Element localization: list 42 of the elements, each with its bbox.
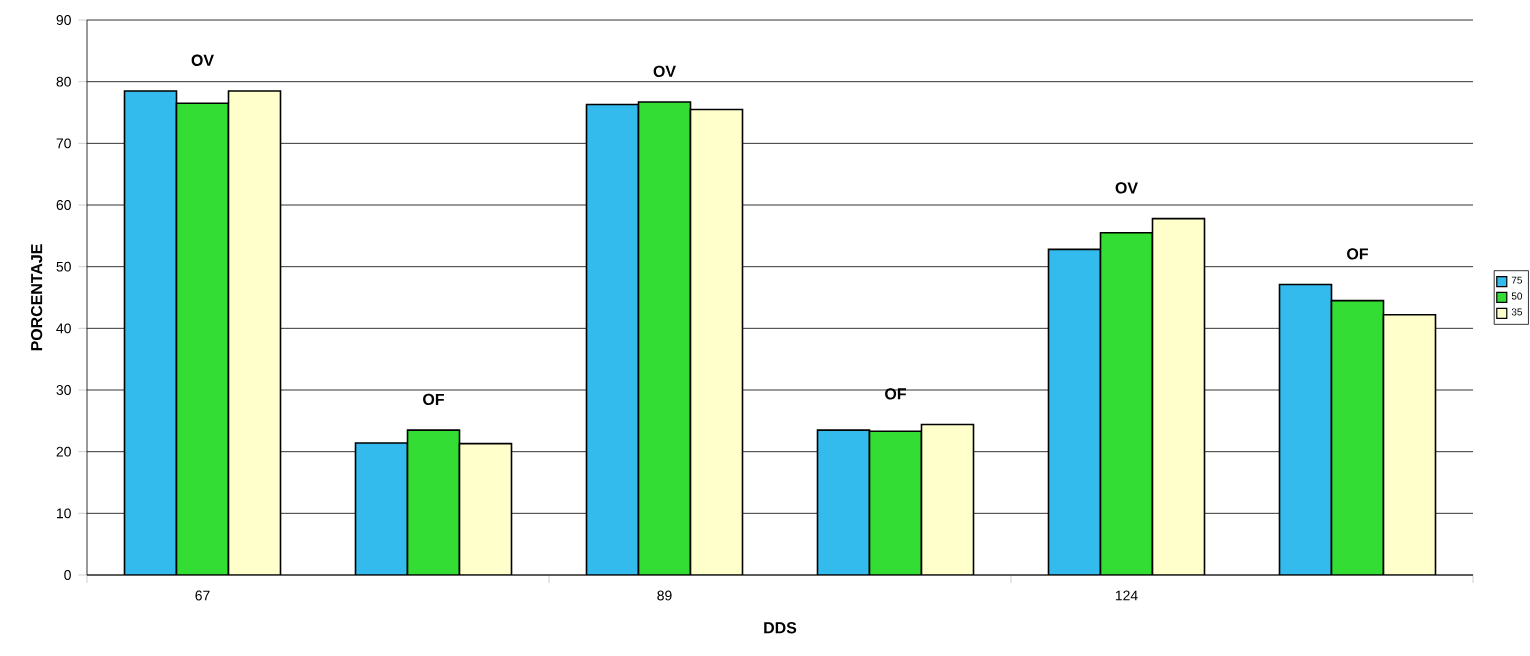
bar xyxy=(1047,248,1102,575)
bar xyxy=(920,423,975,575)
legend-label: 35 xyxy=(1511,308,1523,316)
bar xyxy=(1382,313,1437,575)
bar xyxy=(1278,283,1333,575)
bar xyxy=(124,90,177,575)
bar xyxy=(1330,299,1385,575)
bar xyxy=(637,101,692,575)
annotation: OV xyxy=(1115,182,1138,194)
annotation: OF xyxy=(885,388,906,400)
y-tick-label: 70 xyxy=(56,138,71,149)
y-tick-label: 0 xyxy=(64,570,71,580)
x-tick-label: 89 xyxy=(657,590,672,601)
x-axis-title: DDS xyxy=(764,622,797,634)
bar xyxy=(1151,217,1206,575)
legend-label: 75 xyxy=(1511,276,1523,284)
bar xyxy=(1099,231,1154,575)
y-tick-label: 30 xyxy=(56,385,71,395)
y-tick-label: 80 xyxy=(56,76,71,87)
bar xyxy=(406,429,461,575)
y-tick-label: 20 xyxy=(56,446,71,457)
bar xyxy=(354,442,409,575)
annotation: OF xyxy=(1347,248,1368,260)
bar xyxy=(689,108,744,575)
bar xyxy=(228,90,281,575)
x-tick-label: 67 xyxy=(195,590,210,601)
annotation: OV xyxy=(653,65,676,77)
annotation: OV xyxy=(191,54,214,66)
y-tick-label: 10 xyxy=(57,508,71,519)
bar xyxy=(816,429,871,575)
x-tick-label: 124 xyxy=(1115,590,1138,601)
bar xyxy=(585,103,640,575)
y-tick-label: 50 xyxy=(56,261,71,272)
y-axis-title: PORCENTAJE xyxy=(30,244,43,351)
legend-label: 50 xyxy=(1511,292,1523,300)
bar xyxy=(176,103,229,575)
y-tick-label: 60 xyxy=(56,200,71,210)
bar xyxy=(458,442,513,575)
y-tick-label: 90 xyxy=(56,15,71,25)
annotation: OF xyxy=(423,393,444,406)
y-tick-label: 40 xyxy=(56,323,71,334)
bar xyxy=(868,430,923,575)
